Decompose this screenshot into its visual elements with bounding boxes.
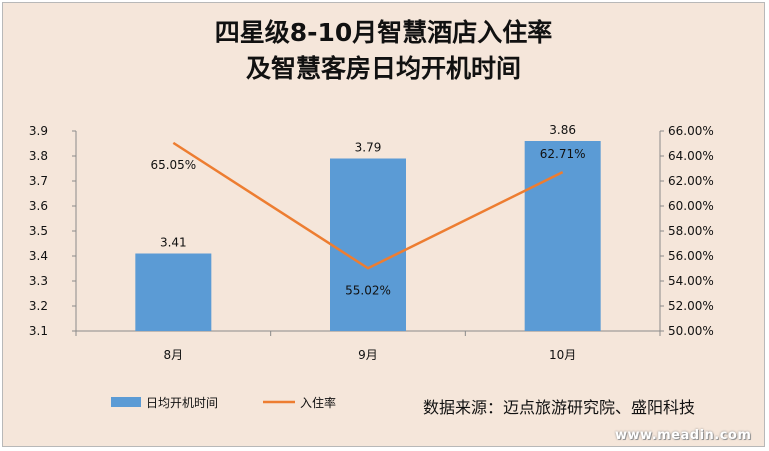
line-value-label: 62.71% (540, 147, 586, 161)
chart-legend: 日均开机时间 入住率 (111, 395, 336, 410)
y-left-tick-label: 3.1 (29, 324, 48, 338)
x-tick-label: 10月 (549, 348, 576, 362)
line-path (172, 141, 564, 270)
y-left-tick-label: 3.9 (29, 124, 48, 138)
bar (524, 141, 601, 331)
y-left-tick-label: 3.8 (29, 149, 48, 163)
bar (330, 158, 406, 331)
y-right-tick-label: 66.00% (668, 124, 714, 138)
y-right-tick-label: 50.00% (668, 324, 714, 338)
y-right-tick-label: 54.00% (668, 274, 714, 288)
bar (135, 253, 212, 331)
y-right-tick-label: 52.00% (668, 299, 714, 313)
y-left-tick-label: 3.2 (29, 299, 48, 313)
combo-chart: 3.9 3.8 3.7 3.6 3.5 3.4 3.3 3.2 3.1 66.00% 64.00% 6… (29, 123, 714, 410)
chart-title: 四星级8-10月智慧酒店入住率 及智慧客房日均开机时间 (3, 15, 764, 87)
x-tick-label: 9月 (358, 348, 378, 362)
bar-value-label: 3.79 (355, 141, 382, 155)
y-left-tick-label: 3.3 (29, 274, 48, 288)
chart-title-line1: 四星级8-10月智慧酒店入住率 (214, 18, 553, 47)
chart-frame: 四星级8-10月智慧酒店入住率 及智慧客房日均开机时间 3.9 3.8 3.7 3.6… (2, 2, 765, 447)
chart-title-line2: 及智慧客房日均开机时间 (245, 54, 521, 83)
x-tick-label: 8月 (164, 348, 184, 362)
y-left-tick-label: 3.4 (29, 249, 48, 263)
y-right-tick-label: 64.00% (668, 149, 714, 163)
data-source-note: 数据来源：迈点旅游研究院、盛阳科技 (423, 398, 696, 417)
legend-line-label: 入住率 (300, 395, 336, 410)
y-left-tick-label: 3.6 (29, 199, 48, 213)
legend-bar-label: 日均开机时间 (146, 396, 218, 410)
bar-series: 3.41 3.79 3.86 (135, 123, 601, 331)
watermark: www.meadin.com (615, 428, 752, 443)
chart-axes: 3.9 3.8 3.7 3.6 3.5 3.4 3.3 3.2 3.1 66.00% 64.00% 6… (29, 124, 714, 362)
y-right-tick-label: 60.00% (668, 199, 714, 213)
line-value-label: 65.05% (150, 158, 196, 172)
y-left-tick-label: 3.5 (29, 224, 48, 238)
y-right-tick-label: 62.00% (668, 174, 714, 188)
bar-value-label: 3.86 (549, 123, 576, 137)
y-left-tick-label: 3.7 (29, 174, 48, 188)
line-series: 65.05% 55.02% 62.71% (150, 141, 586, 297)
bar-value-label: 3.41 (160, 236, 187, 250)
y-right-tick-label: 56.00% (668, 249, 714, 263)
y-right-tick-label: 58.00% (668, 224, 714, 238)
legend-bar-swatch (111, 397, 141, 407)
line-value-label: 55.02% (345, 283, 391, 297)
